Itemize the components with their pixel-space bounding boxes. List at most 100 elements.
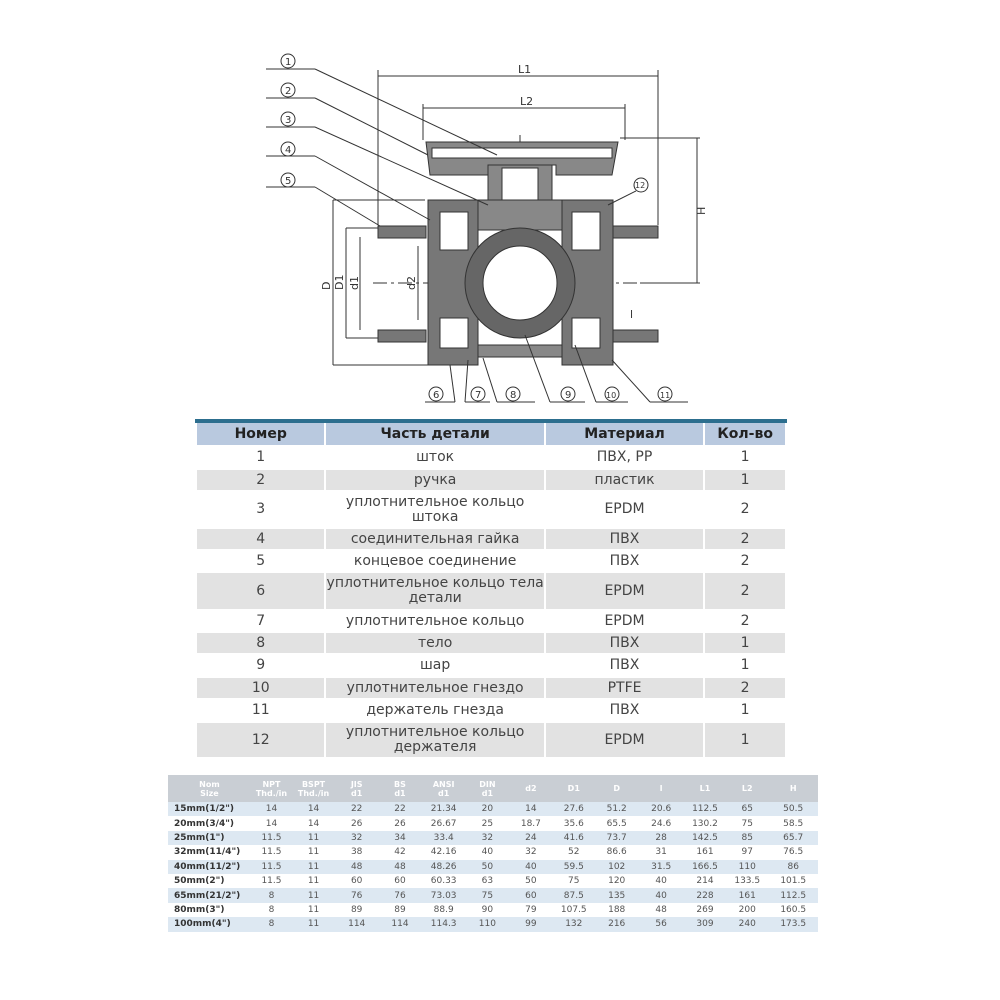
dims-cell: 21.34 [421,802,466,817]
cell-part: уплотнительное кольцо держателя [324,721,546,759]
cell-material: ПВХ [543,549,706,573]
header-part: Часть детали [324,420,546,447]
dims-cell: 11.5 [250,859,293,874]
svg-text:3: 3 [285,115,291,126]
dims-cell: 42 [378,845,422,860]
dims-cell: 48.26 [421,859,466,874]
dims-cell: 142.5 [683,830,727,846]
dims-cell: 11 [292,873,336,889]
parts-table-row: 11 держатель гнезда ПВХ 1 [194,698,787,723]
dims-cell: 42.16 [421,845,466,860]
dims-header-cell: JIS d1 [335,775,379,802]
cell-qty: 1 [703,445,787,470]
dims-cell: 41.6 [552,830,595,846]
dims-header-text: d2 [525,784,537,793]
svg-text:7: 7 [475,390,481,401]
ball-valve-drawing: L1 L2 H D D1 d1 d2 l 1 2 [266,53,708,403]
dims-header-text: JIS [350,779,363,789]
dims-cell: 14 [509,802,553,817]
parts-table-row: 12 уплотнительное кольцо держателя EPDM 1 [194,721,787,759]
cell-material: PTFE [543,676,706,700]
svg-text:1: 1 [285,57,291,68]
dims-header-cell: Nom Size [168,775,251,802]
cell-number: 5 [194,549,327,573]
dims-header-text: BS [394,779,406,789]
cell-number: 8 [194,631,327,655]
dims-cell: 50.5 [768,802,818,817]
callout-8: 8 [482,357,535,403]
cell-material: EPDM [543,609,706,633]
dims-cell: 11 [292,859,336,874]
dims-cell: 11.5 [250,873,293,889]
cell-size: 65mm(21/2") [168,888,251,903]
cell-qty: 1 [703,698,787,723]
dims-cell: 88.9 [421,902,466,918]
dims-cell: 20 [465,802,510,817]
cell-part: уплотнительное кольцо [324,609,546,633]
dims-cell: 8 [250,917,293,932]
dims-cell: 59.5 [552,859,595,874]
dims-cell: 65.7 [768,830,818,846]
cell-number: 12 [194,721,327,759]
dims-header-text: d1 [481,788,494,798]
dims-header-cell: ANSI d1 [421,775,466,802]
callout-11: 11 [611,359,688,403]
dims-header-text: H [789,784,797,793]
parts-table-row: 10 уплотнительное гнездо PTFE 2 [194,676,787,700]
dims-cell: 40 [465,845,510,860]
dims-header-text: Thd./in [255,788,288,798]
dim-H-label: H [695,207,708,215]
dims-cell: 27.6 [552,802,595,817]
dims-cell: 188 [594,902,639,918]
dims-cell: 76.5 [768,845,818,860]
dims-cell: 40 [509,859,553,874]
cell-qty: 1 [703,653,787,678]
dims-cell: 120 [594,873,639,889]
dim-L2-label: L2 [520,95,533,108]
dims-cell: 11.5 [250,845,293,860]
cell-qty: 2 [703,549,787,573]
parts-table-row: 1 шток ПВХ, PP 1 [194,445,787,470]
dims-header-cell: L2 [726,775,769,802]
dims-cell: 8 [250,902,293,918]
callout-4: 4 [266,141,431,221]
dims-cell: 28 [638,830,684,846]
dims-cell: 56 [638,917,684,932]
dims-table-row: 100mm(4") 8 11 114 114 114.3 110 99 132 216 56 309 2… [168,917,818,932]
callout-5: 5 [266,172,381,227]
dims-cell: 65.5 [594,816,639,831]
dims-cell: 32 [509,845,553,860]
dims-cell: 112.5 [683,802,727,817]
svg-text:5: 5 [285,176,291,187]
cell-number: 1 [194,445,327,470]
dims-cell: 11 [292,917,336,932]
dims-cell: 240 [726,917,769,932]
svg-text:12: 12 [635,181,645,190]
dims-cell: 112.5 [768,888,818,903]
cell-material: пластик [543,468,706,492]
dims-header-cell: DIN d1 [465,775,510,802]
dims-cell: 114 [335,917,379,932]
dim-l-label: l [630,308,633,321]
dims-header-text: Nom [199,779,220,789]
dims-cell: 86.6 [594,845,639,860]
header-material: Материал [543,420,706,447]
cell-number: 3 [194,490,327,529]
dims-cell: 130.2 [683,816,727,831]
cell-part: ручка [324,468,546,492]
dims-cell: 65 [726,802,769,817]
dims-cell: 228 [683,888,727,903]
dims-cell: 85 [726,830,769,846]
dims-header-cell: d2 [509,775,553,802]
parts-table-row: 4 соединительная гайка ПВХ 2 [194,527,787,551]
dims-cell: 135 [594,888,639,903]
dims-header-text: l [659,784,663,793]
dims-cell: 26.67 [421,816,466,831]
cell-size: 20mm(3/4") [168,816,251,831]
callout-7: 7 [464,359,490,403]
dims-cell: 40 [638,888,684,903]
dims-cell: 50 [465,859,510,874]
dims-cell: 38 [335,845,379,860]
callout-1: 1 [266,53,498,156]
dims-cell: 166.5 [683,859,727,874]
